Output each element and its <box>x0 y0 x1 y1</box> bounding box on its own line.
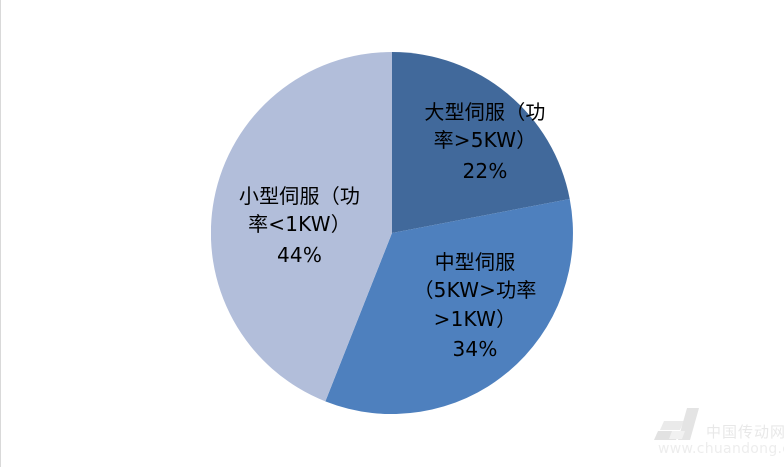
chuandong-logo-icon <box>654 408 699 440</box>
watermark-chinese-text: 中国传动网 <box>706 423 784 441</box>
pie-label-small-servo-line2: 率<1KW） <box>248 212 351 237</box>
pie-label-medium-servo: 中型伺服 （5KW>功率 >1KW） 34% <box>395 248 555 364</box>
pie-chart <box>211 52 573 414</box>
pie-label-large-servo-line1: 大型伺服（功 <box>424 100 546 124</box>
pie-label-large-servo-line2: 率>5KW） <box>433 128 537 153</box>
pie-label-large-servo: 大型伺服（功 率>5KW） 22% <box>404 98 566 185</box>
pie-label-small-servo-percent: 44% <box>276 242 323 267</box>
pie-label-medium-servo-line3: >1KW） <box>433 306 517 331</box>
pie-label-small-servo: 小型伺服（功 率<1KW） 44% <box>217 182 382 269</box>
pie-slice-large[interactable] <box>392 52 570 233</box>
pie-chart-svg <box>211 52 573 414</box>
pie-label-medium-servo-line2: （5KW>功率 <box>413 278 537 303</box>
pie-label-medium-servo-percent: 34% <box>452 337 498 362</box>
pie-slice-medium[interactable] <box>325 198 573 414</box>
watermark-url-text: www.chuandong.com <box>658 441 784 457</box>
pie-label-large-servo-percent: 22% <box>462 158 508 183</box>
pie-label-small-servo-line1: 小型伺服（功 <box>238 184 361 208</box>
watermark: 中国传动网 www.chuandong.com <box>652 405 784 463</box>
pie-label-medium-servo-line1: 中型伺服 <box>434 250 516 274</box>
pie-slice-small[interactable] <box>211 52 392 402</box>
